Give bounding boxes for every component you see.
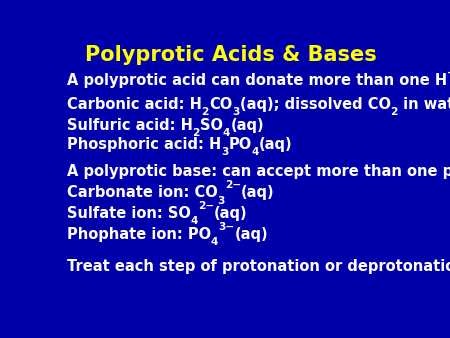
Text: 4: 4	[252, 147, 259, 158]
Text: Carbonic acid: H: Carbonic acid: H	[67, 97, 202, 112]
Text: CO: CO	[209, 97, 232, 112]
Text: 3: 3	[217, 196, 225, 206]
Text: A polyprotic acid can donate more than one H: A polyprotic acid can donate more than o…	[67, 73, 447, 89]
Text: (aq): (aq)	[230, 118, 264, 132]
Text: Sulfuric acid: H: Sulfuric acid: H	[67, 118, 193, 132]
Text: (aq); dissolved CO: (aq); dissolved CO	[239, 97, 391, 112]
Text: (aq): (aq)	[214, 206, 248, 221]
Text: in water: in water	[398, 97, 450, 112]
Text: 4: 4	[191, 216, 198, 226]
Text: Treat each step of protonation or deprotonation sequentially: Treat each step of protonation or deprot…	[67, 260, 450, 274]
Text: Sulfate ion: SO: Sulfate ion: SO	[67, 206, 191, 221]
Text: Phophate ion: PO: Phophate ion: PO	[67, 227, 211, 242]
Text: 2: 2	[202, 107, 209, 117]
Text: A polyprotic base: can accept more than one proton: A polyprotic base: can accept more than …	[67, 165, 450, 179]
Text: Polyprotic Acids & Bases: Polyprotic Acids & Bases	[85, 45, 377, 65]
Text: 2: 2	[391, 107, 398, 117]
Text: 3−: 3−	[218, 222, 234, 232]
Text: +: +	[447, 68, 450, 78]
Text: 3: 3	[221, 147, 228, 158]
Text: Carbonate ion: CO: Carbonate ion: CO	[67, 185, 217, 200]
Text: (aq): (aq)	[259, 137, 292, 152]
Text: SO: SO	[200, 118, 223, 132]
Text: PO: PO	[228, 137, 252, 152]
Text: 3: 3	[232, 107, 239, 117]
Text: (aq): (aq)	[241, 185, 274, 200]
Text: 2: 2	[193, 128, 200, 138]
Text: Phosphoric acid: H: Phosphoric acid: H	[67, 137, 221, 152]
Text: 2−: 2−	[225, 180, 241, 190]
Text: 4: 4	[223, 128, 230, 138]
Text: 2−: 2−	[198, 201, 214, 211]
Text: 4: 4	[211, 237, 218, 247]
Text: (aq): (aq)	[234, 227, 268, 242]
